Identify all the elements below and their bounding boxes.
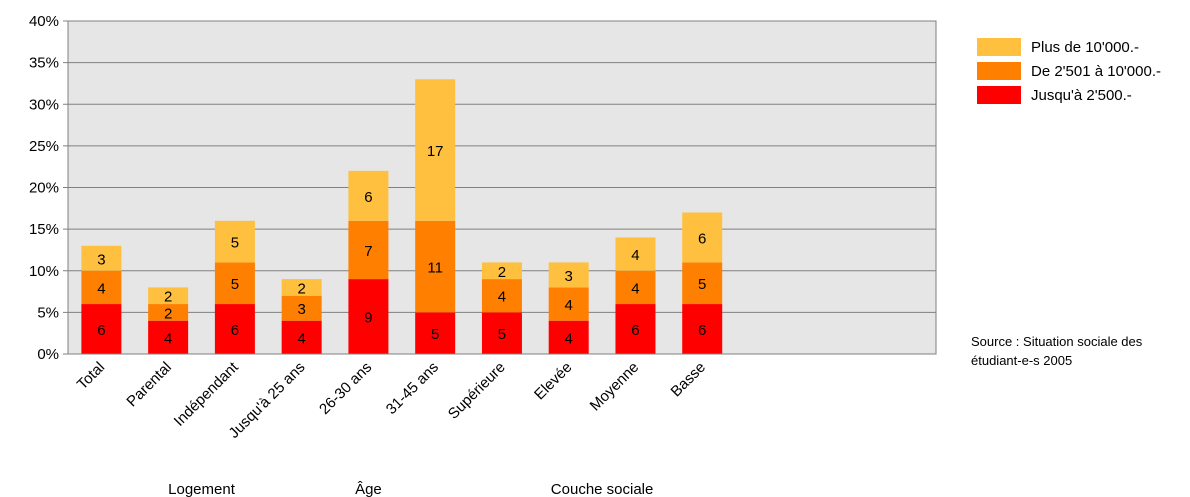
x-tick-label: 26-30 ans — [316, 359, 375, 418]
data-label: 4 — [565, 297, 573, 314]
data-label: 5 — [698, 276, 706, 293]
y-tick-label: 15% — [29, 221, 59, 238]
bar-segment — [415, 79, 456, 221]
data-label: 2 — [498, 264, 506, 281]
data-label: 6 — [631, 322, 639, 339]
data-label: 17 — [427, 143, 444, 160]
legend-label: Jusqu'à 2'500.- — [1031, 87, 1132, 104]
bar-segment — [148, 304, 189, 321]
x-tick-label: Parental — [123, 359, 175, 411]
bar-segment — [281, 279, 322, 296]
bar-segment — [682, 304, 723, 354]
bar-segment — [81, 270, 122, 305]
data-label: 4 — [498, 289, 506, 306]
bar-segment — [615, 270, 656, 305]
group-label: Couche sociale — [551, 481, 654, 497]
data-label: 5 — [498, 326, 506, 343]
data-label: 6 — [364, 189, 372, 206]
legend-swatch — [977, 62, 1021, 80]
source-text: étudiant-e-s 2005 — [971, 353, 1072, 368]
bar-segment — [615, 237, 656, 271]
data-label: 7 — [364, 243, 372, 260]
legend-swatch — [977, 38, 1021, 56]
bar-segment — [348, 279, 389, 354]
data-label: 11 — [427, 260, 443, 277]
bar-segment — [682, 212, 723, 263]
bar-segment — [548, 320, 589, 354]
legend-label: De 2'501 à 10'000.- — [1031, 63, 1161, 80]
bar-segment — [348, 170, 389, 221]
source-note: Source : Situation sociale des étudiant-e… — [971, 334, 1143, 368]
bar-segment — [81, 304, 122, 354]
data-label: 4 — [631, 247, 639, 264]
data-label: 3 — [97, 251, 105, 268]
x-tick-label: Elevée — [531, 359, 575, 403]
data-label: 3 — [565, 268, 573, 285]
data-label: 4 — [97, 280, 105, 297]
data-label: 6 — [698, 230, 706, 247]
bar-segment — [214, 220, 255, 263]
bar-segment — [214, 262, 255, 305]
bar-segment — [548, 287, 589, 321]
bar-segment — [281, 295, 322, 321]
legend-swatch — [977, 86, 1021, 104]
data-label: 9 — [364, 310, 372, 327]
category-groups: Logement Âge Couche sociale — [168, 481, 653, 497]
data-label: 6 — [698, 322, 706, 339]
bar-segment — [348, 220, 389, 280]
x-tick-label: Basse — [668, 359, 710, 401]
legend-label: Plus de 10'000.- — [1031, 39, 1139, 56]
data-label: 2 — [164, 305, 172, 322]
x-tick-label: 31-45 ans — [383, 359, 442, 418]
bar-segment — [148, 320, 189, 354]
data-label: 5 — [431, 326, 439, 343]
source-text: Source : Situation sociale des — [971, 334, 1143, 349]
data-label: 2 — [297, 280, 305, 297]
x-tick-label: Supérieure — [445, 359, 509, 423]
bar-segment — [81, 245, 122, 271]
data-label: 4 — [565, 330, 573, 347]
x-tick-label: Indépendant — [171, 358, 243, 430]
y-tick-label: 5% — [37, 304, 59, 321]
bar-segment — [415, 220, 456, 313]
data-label: 6 — [231, 322, 239, 339]
plot-border — [67, 20, 937, 355]
data-label: 3 — [297, 301, 305, 318]
bar-segment — [682, 262, 723, 305]
data-label: 4 — [631, 280, 639, 297]
y-tick-label: 10% — [29, 263, 59, 280]
bar-segment — [281, 320, 322, 354]
bar-segment — [481, 312, 522, 354]
data-label: 2 — [164, 289, 172, 306]
y-tick-label: 20% — [29, 180, 59, 197]
data-label: 6 — [97, 322, 105, 339]
data-label: 5 — [231, 276, 239, 293]
y-tick-label: 25% — [29, 138, 59, 155]
x-tick-label: Moyenne — [587, 359, 643, 415]
bar-segment — [214, 304, 255, 354]
data-label: 4 — [164, 330, 172, 347]
y-tick-label: 35% — [29, 55, 59, 72]
group-label: Logement — [168, 481, 236, 497]
y-tick-label: 40% — [29, 13, 59, 30]
bar-segment — [615, 304, 656, 354]
y-tick-label: 0% — [37, 346, 59, 363]
bar-segment — [548, 262, 589, 288]
bar-segment — [148, 287, 189, 305]
group-label: Âge — [355, 481, 382, 497]
bar-segment — [481, 279, 522, 313]
data-label: 4 — [297, 330, 305, 347]
legend: Plus de 10'000.- De 2'501 à 10'000.- Jusqu… — [977, 38, 1161, 104]
bar-segment — [415, 312, 456, 354]
bar-segment — [481, 262, 522, 280]
data-label: 5 — [231, 235, 239, 252]
y-axis: 0% 5% 10% 15% 20% 25% 30% 35% 40% — [29, 13, 68, 363]
y-tick-label: 30% — [29, 96, 59, 113]
x-tick-label: Total — [74, 359, 108, 393]
